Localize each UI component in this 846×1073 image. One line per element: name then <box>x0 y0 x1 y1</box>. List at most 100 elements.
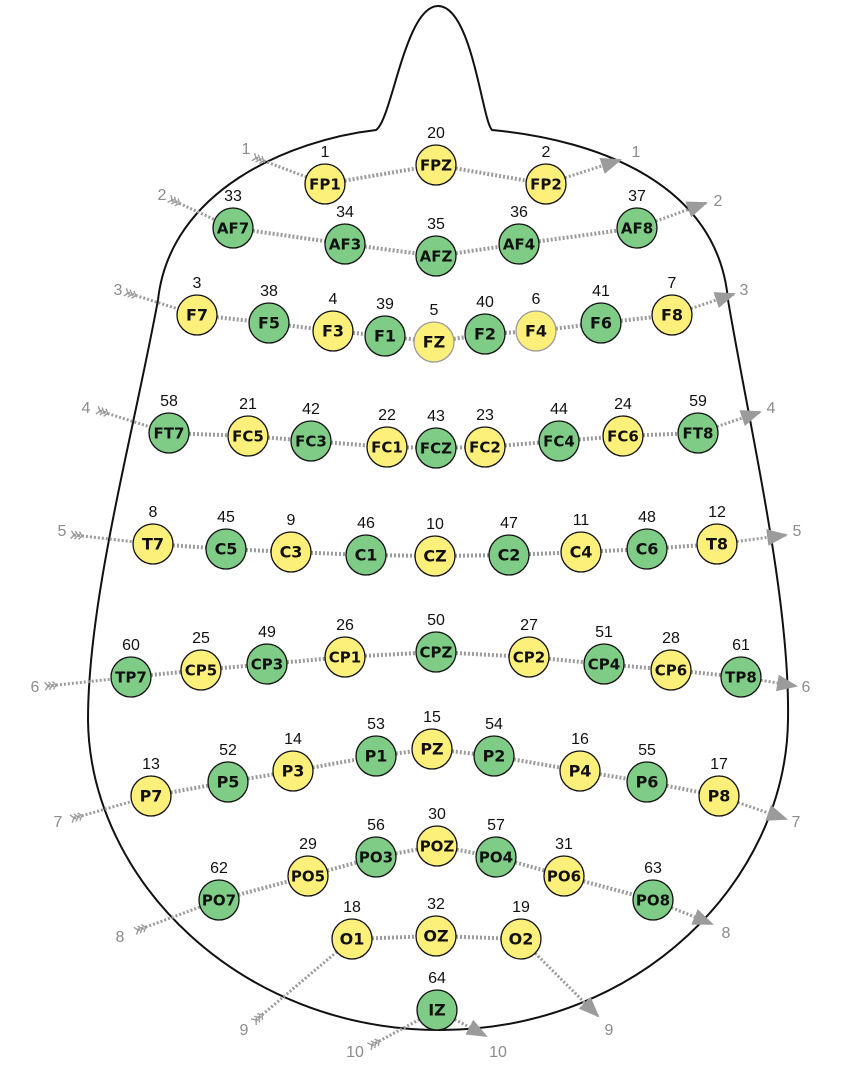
electrode-number: 10 <box>426 516 444 533</box>
electrode-f6: F6 41 <box>580 283 622 344</box>
electrode-circle <box>543 855 585 897</box>
electrode-circle <box>650 649 692 691</box>
electrode-circle <box>498 223 540 265</box>
electrode-label: PO8 <box>636 892 670 910</box>
electrode-number: 54 <box>485 716 503 733</box>
electrode-label: CP2 <box>513 649 545 667</box>
row-label-right-3: 3 <box>740 282 749 299</box>
row-label-right-7: 7 <box>792 814 801 831</box>
electrode-number: 32 <box>427 896 445 913</box>
electrode-number: 4 <box>329 291 338 308</box>
electrode-label: F5 <box>258 314 280 333</box>
electrode-label: FC3 <box>295 433 327 451</box>
electrode-c5: C5 45 <box>205 509 247 570</box>
electrode-circle <box>677 412 719 454</box>
route-feather-row-1 <box>255 154 261 163</box>
electrode-circle <box>345 534 387 576</box>
electrode-number: 26 <box>336 617 354 634</box>
electrode-number: 41 <box>592 283 610 300</box>
row-label-left-6: 6 <box>31 679 40 696</box>
electrode-label: PO7 <box>202 892 236 910</box>
electrode-circle <box>415 235 457 277</box>
electrode-fc1: FC1 22 <box>366 407 408 468</box>
route-feather-row-3 <box>131 290 137 299</box>
electrode-c3: C3 9 <box>270 512 312 573</box>
electrode-number: 61 <box>732 637 750 654</box>
route-exit-row-5 <box>716 529 789 546</box>
electrode-label: PO3 <box>359 849 393 867</box>
electrode-ft8: FT8 59 <box>677 393 719 454</box>
electrode-oz: OZ 32 <box>415 896 457 957</box>
row-label-right-8: 8 <box>722 925 731 942</box>
electrode-circle <box>651 294 693 336</box>
electrode-number: 56 <box>367 817 385 834</box>
electrode-circle <box>411 728 453 770</box>
electrode-p2: P2 54 <box>473 716 515 777</box>
head-outline <box>86 4 790 1032</box>
row-label-left-4: 4 <box>82 400 91 417</box>
electrode-f3: F3 4 <box>312 291 354 352</box>
route-feather-row-9 <box>254 1015 261 1023</box>
electrode-number: 63 <box>644 860 662 877</box>
electrode-label: IZ <box>428 1001 446 1020</box>
route-entry-row-2 <box>171 198 234 230</box>
electrode-label: FCZ <box>420 440 452 458</box>
electrode-circle <box>475 836 517 878</box>
electrode-p7: P7 13 <box>130 756 172 817</box>
electrode-p6: P6 55 <box>626 742 668 803</box>
electrode-circle <box>312 310 354 352</box>
route-feather-row-3 <box>127 289 133 298</box>
row-label-left-8: 8 <box>116 929 125 946</box>
electrode-number: 20 <box>427 125 445 142</box>
electrode-label: C5 <box>215 540 238 559</box>
electrode-circle <box>364 315 406 357</box>
route-feather-row-7 <box>77 812 83 821</box>
row-label-right-6: 6 <box>802 679 811 696</box>
electrode-number: 47 <box>500 515 518 532</box>
route-feather-row-4 <box>99 407 105 416</box>
route-segment-row-5 <box>580 547 648 554</box>
electrode-circle <box>416 825 458 867</box>
electrode-cpz: CPZ 50 <box>415 612 457 673</box>
electrode-label: CZ <box>423 547 446 566</box>
electrode-o1: O1 18 <box>331 899 373 960</box>
electrode-label: FT8 <box>683 425 714 443</box>
electrode-circle <box>324 223 366 265</box>
electrode-fc2: FC2 23 <box>464 407 506 468</box>
route-feather-row-2 <box>170 196 177 205</box>
electrodes: FP11FPZ20FP22AF733AF334AFZ35AF436AF837F7… <box>110 125 762 1031</box>
electrode-number: 42 <box>302 401 320 418</box>
route-feather-row-5 <box>70 530 75 540</box>
electrode-circle <box>355 836 397 878</box>
route-entry-row-7 <box>73 794 152 820</box>
electrode-number: 2 <box>542 144 551 161</box>
electrode-label: FT7 <box>154 425 185 443</box>
electrode-af4: AF4 36 <box>498 204 540 265</box>
electrode-number: 64 <box>428 970 446 987</box>
route-feather-row-1 <box>251 153 257 162</box>
electrode-p3: P3 14 <box>272 731 314 792</box>
electrode-label: AF7 <box>217 220 249 238</box>
electrode-number: 43 <box>427 408 445 425</box>
electrode-label: PZ <box>420 740 443 759</box>
electrode-cp6: CP6 28 <box>650 630 692 691</box>
electrode-label: CPZ <box>420 644 453 662</box>
electrode-p4: P4 16 <box>559 731 601 792</box>
route-feather-row-8 <box>140 923 147 933</box>
row-label-left-5: 5 <box>58 523 67 540</box>
electrode-number: 30 <box>428 806 446 823</box>
electrode-number: 46 <box>357 515 375 532</box>
electrode-circle <box>698 775 740 817</box>
electrode-label: P3 <box>282 762 305 781</box>
electrode-number: 33 <box>224 188 242 205</box>
electrode-circle <box>270 531 312 573</box>
electrode-tp7: TP7 60 <box>110 637 152 698</box>
electrode-label: FZ <box>423 333 446 352</box>
electrode-circle <box>508 636 550 678</box>
row-label-right-1: 1 <box>632 144 641 161</box>
electrode-fpz: FPZ 20 <box>415 125 457 186</box>
electrode-number: 6 <box>532 291 541 308</box>
electrode-label: O1 <box>340 930 365 949</box>
electrode-t7: T7 8 <box>132 504 174 565</box>
